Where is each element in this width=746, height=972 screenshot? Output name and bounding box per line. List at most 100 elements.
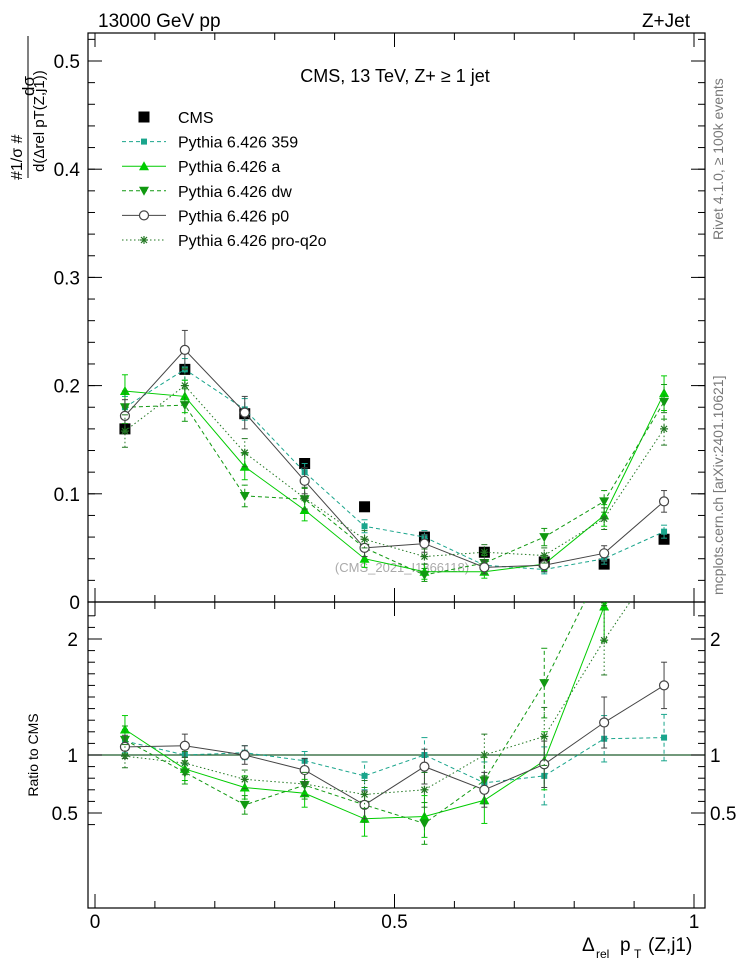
main-series-layer xyxy=(119,329,670,582)
legend-entry-pythia-6-426-359: Pythia 6.426 359 xyxy=(122,135,298,152)
ratio-point-pythia-6-426-dw-7 xyxy=(539,679,550,689)
ratio-point-pythia-6-426-pro-q2o-5 xyxy=(420,785,429,794)
ratio-series-pythia-6-426-pro-q2o xyxy=(120,548,668,809)
main-point-pythia-6-426-dw-5 xyxy=(419,570,430,580)
main-line-pythia-6-426-dw xyxy=(124,401,665,576)
legend-label-pythia-6-426-a: Pythia 6.426 a xyxy=(178,159,280,176)
ratio-xtick-label-1: 0.5 xyxy=(381,912,407,933)
legend-marker-pythia-6-426-359 xyxy=(141,138,147,145)
main-line-pythia-6-426-p0 xyxy=(124,349,665,568)
ratio-point-pythia-6-426-dw-5 xyxy=(419,819,430,829)
legend-label-pythia-6-426-dw: Pythia 6.426 dw xyxy=(178,184,292,201)
main-ytick-label-3: 0.3 xyxy=(54,268,80,289)
main-point-pythia-6-426-dw-2 xyxy=(239,491,250,501)
main-line-pythia-6-426-359 xyxy=(124,368,665,571)
main-point-pythia-6-426-p0-5 xyxy=(419,538,430,549)
ylabel-hash-frac: #1/σ # xyxy=(9,134,26,180)
ratio-point-pythia-6-426-a-2 xyxy=(239,782,250,792)
main-ytick-label-2: 0.2 xyxy=(54,377,80,398)
ratio-point-pythia-6-426-p0-5 xyxy=(419,761,430,772)
xlabel-T: T xyxy=(634,947,642,961)
legend: CMS Pythia 6.426 359 Pythia 6.426 a Pythia … xyxy=(122,110,327,250)
xlabel-rel: rel xyxy=(596,947,609,961)
legend-label-pythia-6-426-359: Pythia 6.426 359 xyxy=(178,135,298,152)
legend-marker-pythia-6-426-pro-q2o xyxy=(140,236,148,244)
xlabel-zj1: (Z,j1) xyxy=(648,935,692,956)
ratio-point-pythia-6-426-pro-q2o-9-d1 xyxy=(661,549,667,555)
ratio-line-pythia-6-426-a xyxy=(124,602,608,820)
main-point-pythia-6-426-pro-q2o-1 xyxy=(180,381,189,390)
ratio-point-pythia-6-426-p0-6 xyxy=(479,784,490,795)
analysis-watermark: (CMS_2021_I1866118) xyxy=(335,560,469,575)
ratio-series-pythia-6-426-p0 xyxy=(119,661,670,820)
ratio-ytick-label-right-0: 0.5 xyxy=(710,804,736,825)
ratio-point-pythia-6-426-pro-q2o-9 xyxy=(660,548,668,556)
legend-marker-pythia-6-426-dw xyxy=(139,186,149,196)
legend-label-pythia-6-426-pro-q2o: Pythia 6.426 pro-q2o xyxy=(178,233,327,250)
header-left: 13000 GeV pp xyxy=(98,11,221,32)
main-panel: 0 0.1 0.2 0.3 0.4 0.5 CMS, 13 TeV, Z+ ≥ 1 jet… xyxy=(9,32,706,614)
main-point-cms-4 xyxy=(359,501,371,513)
main-point-pythia-6-426-p0-8 xyxy=(599,548,610,559)
main-point-pythia-6-426-dw-7 xyxy=(539,533,550,543)
ratio-point-pythia-6-426-pro-q2o-9-d2 xyxy=(661,549,667,555)
ratio-point-pythia-6-426-dw-1 xyxy=(179,768,190,778)
main-point-pythia-6-426-pro-q2o-6 xyxy=(480,548,489,557)
main-point-pythia-6-426-dw-9 xyxy=(659,397,670,407)
ratio-xtick-label-0: 0 xyxy=(90,912,101,933)
ratio-point-pythia-6-426-pro-q2o-6 xyxy=(480,751,489,759)
main-ytick-label-1: 0.1 xyxy=(54,485,80,506)
ratio-point-pythia-6-426-p0-4 xyxy=(359,799,370,810)
main-point-pythia-6-426-pro-q2o-7 xyxy=(540,551,549,560)
main-point-pythia-6-426-a-4 xyxy=(359,553,370,563)
main-series-pythia-6-426-359 xyxy=(121,358,668,575)
ratio-point-pythia-6-426-pro-q2o-1 xyxy=(180,759,189,768)
main-point-pythia-6-426-p0-1 xyxy=(179,344,190,355)
ratio-point-pythia-6-426-359-4 xyxy=(361,772,368,779)
ratio-ytick-label-left-1: 1 xyxy=(67,746,78,767)
main-point-cms-9 xyxy=(658,533,670,545)
ratio-ylabel: Ratio to CMS xyxy=(25,713,41,796)
ratio-point-pythia-6-426-pro-q2o-0 xyxy=(120,752,129,761)
legend-entry-pythia-6-426-pro-q2o: Pythia 6.426 pro-q2o xyxy=(122,233,327,250)
main-point-pythia-6-426-pro-q2o-3 xyxy=(300,494,309,503)
x-axis-label: Δ rel p T (Z,j1) xyxy=(582,935,692,961)
ratio-line-pythia-6-426-359 xyxy=(124,737,665,784)
main-ytick-label-4: 0.4 xyxy=(54,160,81,181)
xlabel-p: p xyxy=(620,935,631,956)
main-point-pythia-6-426-dw-8 xyxy=(599,497,610,507)
ratio-panel: 0.5 0.5 1 1 2 2 0 0.5 1 Ratio to CMS xyxy=(25,548,736,933)
main-point-pythia-6-426-pro-q2o-2 xyxy=(240,448,249,457)
main-series-cms xyxy=(119,363,670,570)
main-ytick-label-5: 0.5 xyxy=(54,52,80,73)
ratio-point-pythia-6-426-pro-q2o-8 xyxy=(600,636,609,645)
main-point-pythia-6-426-pro-q2o-8 xyxy=(600,514,609,523)
main-series-pythia-6-426-dw xyxy=(119,384,670,582)
main-point-pythia-6-426-359-9 xyxy=(661,528,668,535)
ratio-ytick-label-right-2: 2 xyxy=(710,630,721,651)
ratio-point-pythia-6-426-p0-1 xyxy=(179,740,190,751)
ratio-point-pythia-6-426-359-9 xyxy=(661,734,668,741)
ratio-point-pythia-6-426-p0-2 xyxy=(239,749,250,761)
ratio-point-pythia-6-426-pro-q2o-3 xyxy=(300,780,309,788)
main-series-pythia-6-426-a xyxy=(119,374,670,580)
xlabel-delta: Δ xyxy=(582,935,595,956)
ratio-series-pythia-6-426-359 xyxy=(121,713,668,806)
mcplots-label: mcplots.cern.ch [arXiv:2401.10621] xyxy=(710,376,726,595)
ratio-xtick-label-2: 1 xyxy=(689,912,700,933)
ratio-line-pythia-6-426-p0 xyxy=(124,684,665,806)
main-point-pythia-6-426-pro-q2o-5 xyxy=(420,552,429,561)
ylabel-denominator: d(Δrel pT(Z,j1)) xyxy=(31,70,48,172)
legend-marker-pythia-6-426-a xyxy=(139,161,149,171)
main-axis-ticks: 0 0.1 0.2 0.3 0.4 0.5 xyxy=(54,33,705,614)
main-point-pythia-6-426-a-9 xyxy=(659,388,670,398)
main-point-pythia-6-426-p0-6 xyxy=(479,562,490,573)
ratio-point-pythia-6-426-p0-3 xyxy=(299,764,310,776)
rivet-label: Rivet 4.1.0, ≥ 100k events xyxy=(710,78,726,240)
header-right: Z+Jet xyxy=(642,11,691,32)
main-point-pythia-6-426-a-1 xyxy=(179,391,190,401)
legend-entry-pythia-6-426-a: Pythia 6.426 a xyxy=(122,159,280,176)
main-point-pythia-6-426-p0-0 xyxy=(119,410,131,421)
main-point-pythia-6-426-pro-q2o-0 xyxy=(120,427,129,436)
